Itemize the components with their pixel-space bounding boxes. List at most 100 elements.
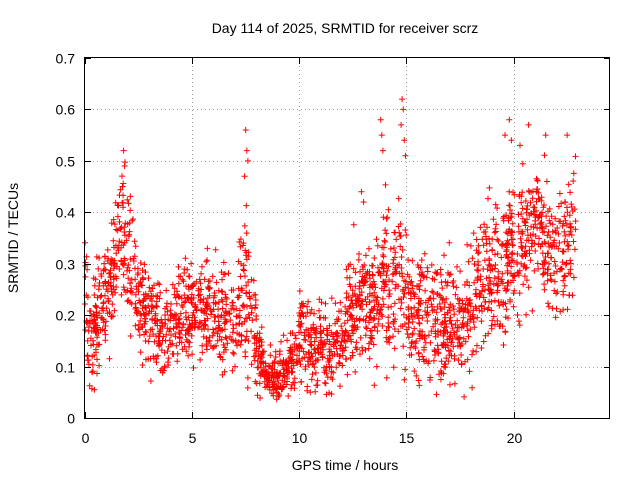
data-point bbox=[483, 233, 489, 240]
data-point bbox=[458, 324, 465, 331]
data-point bbox=[175, 280, 182, 287]
data-point bbox=[307, 389, 314, 396]
data-point bbox=[454, 263, 460, 270]
data-point bbox=[113, 263, 120, 270]
data-point bbox=[173, 342, 180, 349]
data-point bbox=[114, 213, 121, 220]
data-point bbox=[522, 243, 529, 250]
data-point bbox=[374, 294, 381, 301]
data-point bbox=[402, 366, 409, 373]
data-point bbox=[206, 334, 213, 341]
data-point bbox=[485, 195, 491, 202]
data-point bbox=[210, 294, 217, 301]
data-point bbox=[214, 337, 221, 344]
data-point bbox=[346, 274, 353, 281]
data-point bbox=[392, 264, 399, 271]
data-point bbox=[145, 302, 152, 309]
data-point bbox=[516, 191, 523, 198]
plot-frame bbox=[84, 57, 610, 419]
data-point bbox=[502, 329, 509, 336]
data-point bbox=[369, 272, 376, 279]
data-point bbox=[338, 339, 345, 345]
data-point bbox=[280, 383, 287, 390]
data-point bbox=[230, 350, 237, 357]
data-point bbox=[467, 242, 474, 249]
data-point bbox=[564, 132, 571, 139]
data-point bbox=[402, 152, 409, 159]
data-point bbox=[272, 354, 279, 360]
data-point bbox=[495, 238, 502, 244]
data-point bbox=[475, 250, 481, 257]
data-point bbox=[411, 325, 418, 332]
data-point bbox=[481, 221, 488, 228]
data-point bbox=[378, 132, 385, 139]
data-point bbox=[309, 371, 316, 378]
data-point bbox=[489, 317, 496, 324]
data-point bbox=[263, 368, 270, 375]
data-point bbox=[383, 374, 390, 381]
data-point bbox=[565, 246, 572, 253]
data-point bbox=[529, 240, 536, 247]
data-point bbox=[409, 339, 416, 345]
data-point bbox=[341, 347, 347, 354]
data-point bbox=[543, 213, 550, 220]
data-point bbox=[398, 121, 405, 128]
data-point bbox=[102, 337, 109, 344]
data-point bbox=[183, 348, 190, 355]
data-point bbox=[149, 326, 156, 333]
data-point bbox=[430, 289, 437, 296]
data-point bbox=[274, 389, 280, 396]
data-point bbox=[186, 286, 192, 293]
x-axis-label: GPS time / hours bbox=[292, 457, 399, 473]
data-point bbox=[176, 294, 183, 301]
data-point bbox=[494, 205, 501, 212]
data-point bbox=[455, 357, 462, 364]
data-point bbox=[217, 353, 224, 360]
data-point bbox=[527, 257, 534, 264]
data-point bbox=[560, 277, 567, 284]
data-point bbox=[429, 275, 436, 282]
data-point bbox=[220, 259, 227, 266]
data-point bbox=[565, 242, 572, 249]
data-point bbox=[212, 246, 219, 253]
data-point bbox=[127, 193, 134, 200]
data-point bbox=[256, 343, 263, 350]
data-point bbox=[471, 261, 478, 267]
data-point bbox=[222, 309, 229, 316]
data-point bbox=[162, 305, 169, 312]
data-point bbox=[498, 278, 505, 285]
data-point bbox=[492, 201, 499, 208]
data-point bbox=[300, 313, 307, 320]
data-point bbox=[132, 276, 139, 283]
data-point bbox=[525, 121, 532, 128]
data-point bbox=[333, 333, 340, 340]
data-point bbox=[255, 364, 262, 371]
data-point bbox=[134, 265, 141, 272]
data-point bbox=[197, 356, 204, 363]
data-point bbox=[536, 225, 543, 232]
data-point bbox=[94, 294, 101, 301]
data-point bbox=[246, 295, 253, 302]
data-point bbox=[298, 309, 305, 316]
data-point bbox=[409, 257, 416, 264]
data-point bbox=[366, 299, 373, 306]
data-point bbox=[528, 189, 535, 196]
y-tick-label: 0.1 bbox=[56, 360, 76, 376]
data-point bbox=[244, 384, 251, 391]
data-point bbox=[495, 282, 502, 289]
data-point bbox=[184, 326, 191, 333]
data-point bbox=[216, 333, 223, 340]
data-point bbox=[473, 348, 480, 355]
data-point bbox=[121, 239, 128, 246]
data-point bbox=[506, 116, 513, 123]
data-point bbox=[507, 296, 513, 303]
data-point bbox=[314, 382, 321, 389]
data-point bbox=[500, 342, 507, 348]
data-point bbox=[400, 294, 407, 301]
data-point bbox=[135, 326, 142, 333]
data-point bbox=[189, 300, 195, 307]
data-point bbox=[175, 293, 182, 300]
data-point bbox=[85, 328, 92, 335]
data-point bbox=[173, 288, 180, 295]
data-point bbox=[492, 262, 499, 268]
